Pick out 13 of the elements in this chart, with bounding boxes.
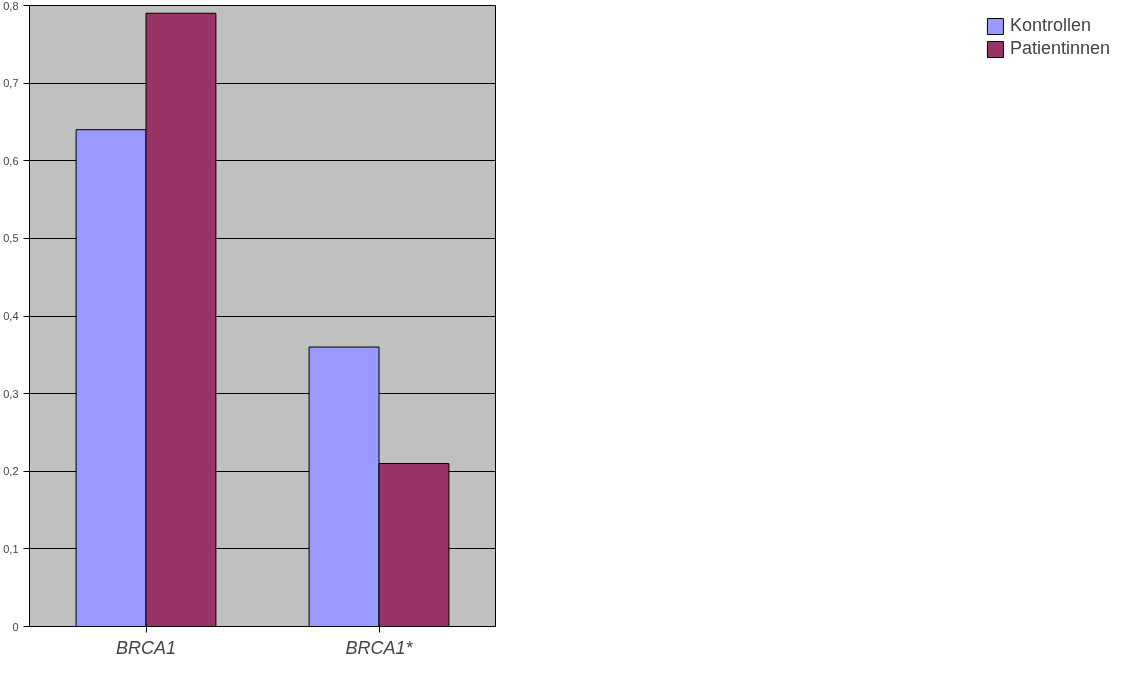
y-tick-label: 0,3 xyxy=(3,387,19,400)
y-tick-label: 0,2 xyxy=(3,465,19,478)
y-tick-label: 0,8 xyxy=(3,0,19,12)
y-tick-label: 0,4 xyxy=(3,310,19,322)
y-tick-label: 0,1 xyxy=(3,542,19,555)
legend-label: Patientinnen xyxy=(1009,38,1110,59)
x-tick-label: BRCA1 xyxy=(115,637,177,658)
x-tick-label: BRCA1* xyxy=(345,637,414,658)
y-tick-label: 0,5 xyxy=(3,232,19,245)
legend-label: Kontrollen xyxy=(1009,15,1091,36)
y-tick-label: 0,7 xyxy=(3,77,19,90)
y-tick-label: 0 xyxy=(12,620,19,633)
y-tick-label: 0,6 xyxy=(3,154,19,167)
